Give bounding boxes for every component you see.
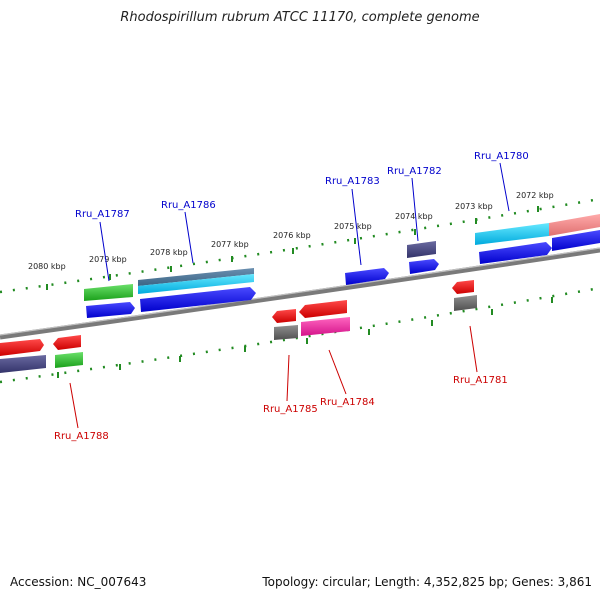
cds-feature[interactable] [55,352,83,368]
cds-feature[interactable] [86,302,135,318]
cds-feature[interactable] [479,242,552,264]
cds-feature[interactable] [0,339,44,356]
gene-feature-rru-a1783[interactable] [345,268,389,285]
gene-label-rru-a1785[interactable]: Rru_A1785 [263,404,318,415]
forward-label-leaders [99,162,510,282]
gene-feature-rru-a1784[interactable] [299,300,347,318]
cds-feature[interactable] [409,259,439,274]
gene-label-rru-a1781[interactable]: Rru_A1781 [453,375,508,386]
accession-text: Accession: NC_007643 [10,575,147,589]
cds-feature[interactable] [140,287,256,312]
cds-feature[interactable] [274,325,298,340]
gene-feature-rru-a1787[interactable] [84,284,133,301]
scale-track-bottom [0,286,600,384]
genome-title: Rhodospirillum rubrum ATCC 11170, comple… [120,10,480,25]
cds-feature[interactable] [301,317,350,336]
gene-label-rru-a1782[interactable]: Rru_A1782 [387,166,442,177]
genome-backbone-highlight [0,247,600,336]
cds-feature[interactable] [138,274,254,294]
gene-label-rru-a1788[interactable]: Rru_A1788 [54,431,109,442]
gene-feature-rru-a1780[interactable] [475,223,549,245]
gene-label-rru-a1784[interactable]: Rru_A1784 [320,397,375,408]
gene-label-rru-a1787[interactable]: Rru_A1787 [75,209,130,220]
gene-feature-rru-a1786[interactable] [138,268,254,286]
cds-feature[interactable] [549,214,600,236]
gene-feature-rru-a1785[interactable] [272,309,296,323]
scale-label: 2075 kbp [334,222,372,231]
genome-backbone [0,247,600,340]
gene-feature-rru-a1788[interactable] [53,335,81,350]
topology-text: Topology: circular; Length: 4,352,825 bp… [262,575,592,589]
gene-label-rru-a1786[interactable]: Rru_A1786 [161,200,216,211]
cds-feature[interactable] [552,230,600,251]
scale-label: 2073 kbp [455,202,493,211]
cds-feature[interactable] [0,355,46,373]
gene-feature-rru-a1782[interactable] [407,241,436,258]
scale-label: 2080 kbp [28,262,66,271]
reverse-label-leaders [69,325,478,429]
scale-major-ticks-bottom [57,297,553,378]
scale-major-ticks-top [46,206,539,290]
scale-label: 2076 kbp [273,231,311,240]
scale-label: 2078 kbp [150,248,188,257]
scale-label: 2074 kbp [395,212,433,221]
scale-label: 2077 kbp [211,240,249,249]
scale-label: 2072 kbp [516,191,554,200]
gene-feature-rru-a1781[interactable] [452,280,474,294]
gene-label-rru-a1783[interactable]: Rru_A1783 [325,176,380,187]
cds-feature[interactable] [454,295,477,311]
scale-label: 2079 kbp [89,255,127,264]
gene-label-rru-a1780[interactable]: Rru_A1780 [474,151,529,162]
